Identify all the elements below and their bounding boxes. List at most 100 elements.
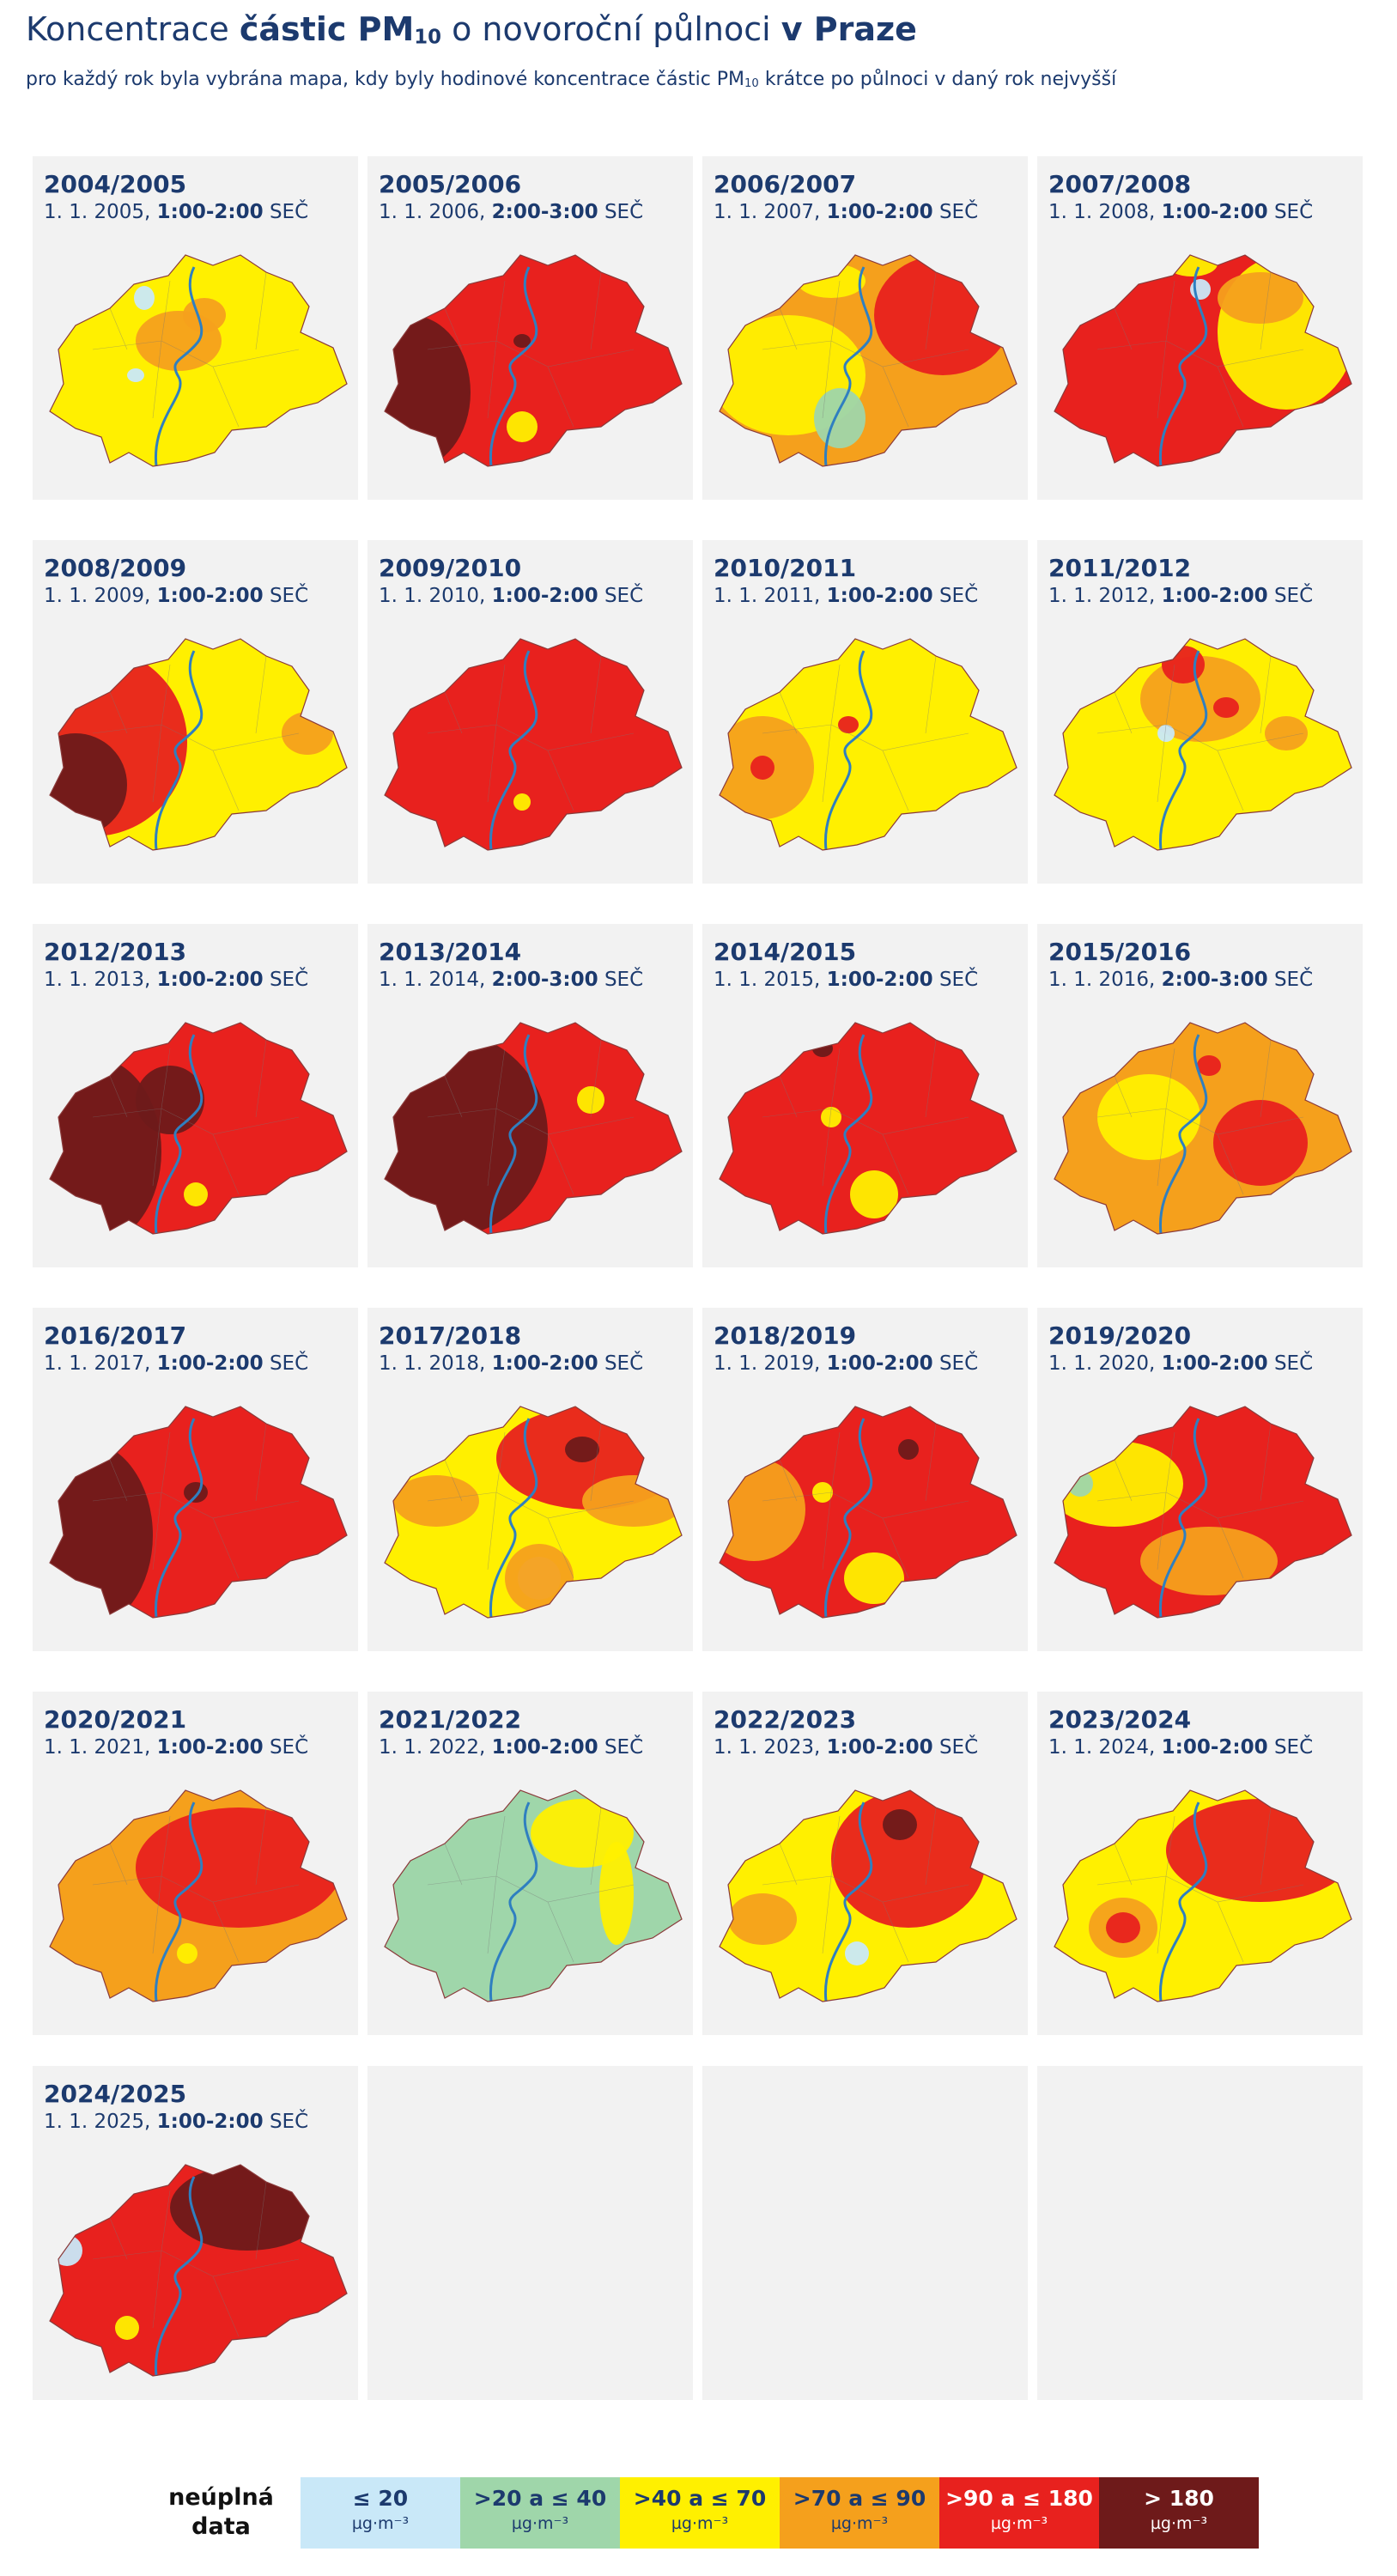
date: 1. 1. 2011, [714,585,827,607]
date-line: 1. 1. 2011, 1:00-2:00 SEČ [714,585,978,607]
concentration-area [845,1941,869,1965]
time: 1:00-2:00 [826,1352,933,1375]
concentration-area [812,1482,833,1503]
city-outline [384,1406,683,1619]
map-fill [720,1023,1017,1234]
city-outline [49,638,348,851]
time: 1:00-2:00 [156,585,264,607]
map-fill [1054,639,1351,850]
concentration-area [282,712,333,755]
map [49,254,348,467]
concentration-area [814,388,866,448]
city-outline [384,1022,683,1235]
legend-label: >90 a ≤ 180 [945,2486,1093,2511]
legend-unit: µg·m⁻³ [511,2514,569,2533]
season: 2019/2020 [1048,1321,1192,1350]
date-line: 1. 1. 2019, 1:00-2:00 SEČ [714,1352,978,1375]
map-panel: 2010/2011 1. 1. 2011, 1:00-2:00 SEČ [702,540,1028,884]
map-base [1054,1023,1351,1234]
season: 2024/2025 [44,2080,187,2108]
concentration-area [385,315,471,466]
time: 1:00-2:00 [491,585,598,607]
map-fill [50,1790,347,2002]
map-panel: 2005/2006 1. 1. 2006, 2:00-3:00 SEČ [367,156,693,500]
concentration-area [821,1107,841,1127]
concentration-area [577,1086,604,1114]
concentration-area [183,298,226,332]
date: 1. 1. 2013, [44,969,157,991]
concentration-area [177,1943,197,1964]
map-panel: 2017/2018 1. 1. 2018, 1:00-2:00 SEČ [367,1308,693,1651]
concentration-area [1213,697,1239,718]
map-panel: 2021/2022 1. 1. 2022, 1:00-2:00 SEČ [367,1692,693,2035]
date-line: 1. 1. 2017, 1:00-2:00 SEČ [44,1352,308,1375]
time-zone: SEČ [932,201,979,223]
time: 1:00-2:00 [826,201,933,223]
concentration-area [1265,716,1308,750]
map-fill [1054,1406,1351,1618]
time-zone: SEČ [1267,201,1314,223]
concentration-area [136,1807,342,1928]
date-line: 1. 1. 2022, 1:00-2:00 SEČ [379,1736,643,1759]
river [489,266,538,467]
map-panel: 2018/2019 1. 1. 2019, 1:00-2:00 SEČ [702,1308,1028,1651]
map [384,1022,683,1235]
map [1054,1789,1352,2002]
season: 2007/2008 [1048,170,1192,198]
river [1158,650,1208,851]
time-zone: SEČ [932,969,979,991]
legend-label: >40 a ≤ 70 [633,2486,767,2511]
concentration-area [1190,279,1211,300]
title-part: částic PM [239,10,415,48]
title-part: Koncentrace [26,10,240,48]
concentration-area [844,1552,904,1604]
date-line: 1. 1. 2010, 1:00-2:00 SEČ [379,585,643,607]
river [154,1801,203,2002]
time-zone: SEČ [598,1736,644,1759]
time-zone: SEČ [932,1352,979,1375]
time: 1:00-2:00 [826,1736,933,1759]
map [719,254,1017,467]
concentration-area [728,1893,797,1945]
city-outline [1054,1406,1352,1619]
season: 2017/2018 [379,1321,522,1350]
date-line: 1. 1. 2012, 1:00-2:00 SEČ [1048,585,1313,607]
city-outline [719,638,1017,851]
city-outline [1054,638,1352,851]
concentration-area [393,1475,479,1527]
city-outline [49,1406,348,1619]
time-zone: SEČ [263,585,309,607]
date-line: 1. 1. 2014, 2:00-3:00 SEČ [379,969,643,991]
season: 2018/2019 [714,1321,857,1350]
date: 1. 1. 2019, [714,1352,827,1375]
subtitle-part: pro každý rok byla vybrána mapa, kdy byl… [26,69,745,90]
map-panel: 2019/2020 1. 1. 2020, 1:00-2:00 SEČ [1037,1308,1363,1651]
time-zone: SEČ [932,585,979,607]
river [154,1418,203,1619]
map-fill [50,639,347,850]
river [823,1034,873,1235]
legend-label: >70 a ≤ 90 [793,2486,926,2511]
river [823,1801,873,2002]
date-line: 1. 1. 2006, 2:00-3:00 SEČ [379,201,643,223]
city-outline [719,254,1017,467]
map-panel: 2024/2025 1. 1. 2025, 1:00-2:00 SEČ [33,2066,358,2400]
map [384,254,683,467]
date: 1. 1. 2010, [379,585,492,607]
time: 2:00-3:00 [491,969,598,991]
legend-label: > 180 [1144,2486,1214,2511]
map-fill [50,2165,347,2376]
date-line: 1. 1. 2023, 1:00-2:00 SEČ [714,1736,978,1759]
date: 1. 1. 2024, [1048,1736,1162,1759]
map-panel: 2016/2017 1. 1. 2017, 1:00-2:00 SEČ [33,1308,358,1651]
concentration-area [883,1809,917,1840]
concentration-area [115,2316,139,2340]
legend-unit: µg·m⁻³ [990,2514,1048,2533]
concentration-area [507,411,538,442]
concentration-area [184,1482,208,1503]
date-line: 1. 1. 2005, 1:00-2:00 SEČ [44,201,308,223]
city-outline [719,1789,1017,2002]
time-zone: SEČ [263,1736,309,1759]
time-zone: SEČ [598,201,644,223]
time: 1:00-2:00 [156,969,264,991]
